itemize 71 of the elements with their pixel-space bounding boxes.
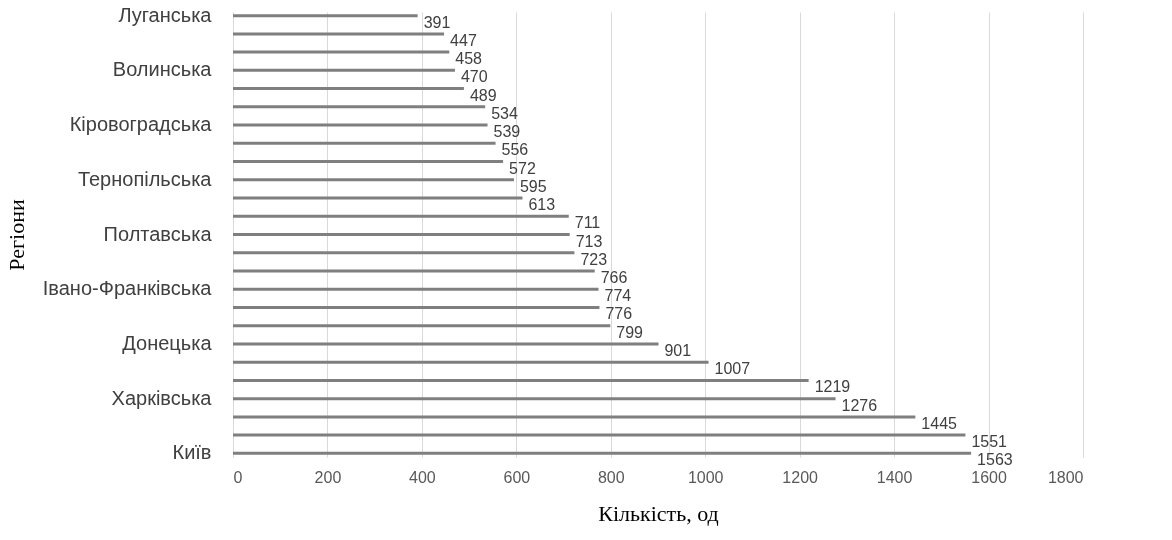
data-label: 766 [600,268,628,286]
data-label: 489 [469,86,497,104]
y-axis-title: Регіони [3,199,29,271]
x-tick-label: 1800 [1047,468,1084,486]
data-label: 774 [604,287,632,305]
data-label: 799 [616,323,644,341]
bar [233,68,455,72]
bar [233,287,599,291]
y-tick-label: Івано-Франківська [42,277,213,300]
data-label: 470 [460,68,488,86]
x-tick-label: 800 [597,468,625,486]
data-label: 1563 [977,451,1013,469]
bar [233,251,575,255]
bar [233,397,836,401]
data-label: 447 [450,31,477,49]
bar [233,123,488,127]
y-tick-label: Харківська [111,386,213,409]
bar [233,14,418,18]
x-tick-label: 1400 [876,468,913,486]
data-label: 556 [501,141,529,159]
x-tick-label: 400 [409,468,436,486]
x-tick-label: 200 [314,468,342,486]
bar [233,342,659,346]
x-tick-label: 1000 [687,468,724,486]
bar [233,360,709,364]
y-tick-label: Волинська [112,58,213,81]
x-tick-label: 600 [503,468,531,486]
y-tick-label: Луганська [118,3,213,26]
bar [233,87,464,91]
bar [233,305,600,309]
bar [233,178,514,182]
bar [233,324,611,328]
bar [233,415,916,419]
y-tick-label: Тернопільська [77,167,213,190]
data-label: 723 [580,250,608,268]
data-label: 1007 [714,360,751,378]
y-tick-label: Полтавська [103,222,213,245]
bar [233,451,972,455]
data-label: 534 [491,104,518,122]
x-tick-label: 0 [233,468,243,486]
data-label: 1445 [921,414,958,432]
y-tick-label: Київ [172,441,212,464]
bar [233,269,595,273]
bar [233,141,496,145]
x-tick-label: 1200 [782,468,819,486]
x-tick-label: 1600 [971,468,1007,486]
bar [233,378,809,382]
bar [233,105,486,109]
data-label: 901 [664,341,692,359]
data-label: 539 [493,123,521,141]
bar [233,50,450,54]
data-label: 1276 [841,396,878,414]
data-label: 595 [519,177,547,195]
data-label: 776 [605,305,633,323]
data-label: 458 [455,50,483,68]
bar [233,214,569,218]
y-tick-label: Донецька [122,331,213,354]
x-axis-title: Кількість, од [598,500,719,526]
bar [233,233,570,236]
bar [233,433,966,437]
data-label: 391 [423,13,451,31]
data-label: 1219 [814,378,851,396]
data-label: 572 [509,159,536,177]
y-tick-label: Кіровоградська [69,113,213,136]
bar [233,32,445,36]
data-label: 713 [575,232,603,250]
data-label: 1551 [971,433,1008,451]
bar [233,160,504,164]
bar [233,196,523,200]
data-label: 613 [528,196,556,214]
data-label: 711 [574,214,601,232]
